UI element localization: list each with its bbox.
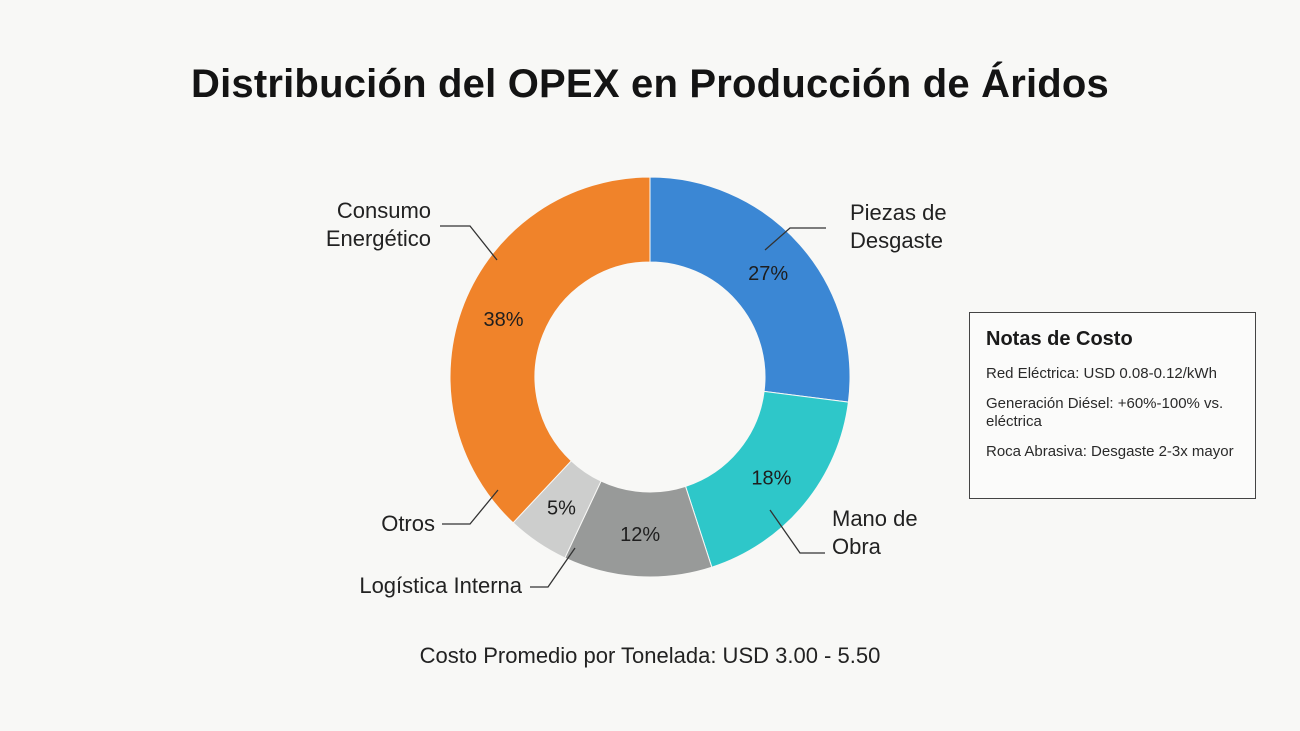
average-cost-footer: Costo Promedio por Tonelada: USD 3.00 - … (419, 643, 881, 668)
leader-line-otros (442, 489, 499, 525)
category-label-otros: Otros (381, 511, 435, 536)
leader-line-piezas-de-desgaste (764, 227, 826, 251)
category-label-mano-de-obra: Mano de (832, 506, 918, 531)
value-label-piezas-de-desgaste: 27% (748, 263, 788, 285)
slice-piezas-de-desgaste (649, 176, 851, 403)
slice-consumo-energetico (449, 176, 651, 524)
cost-notes-title: Notas de Costo (986, 328, 1133, 350)
leader-line-mano-de-obra (769, 509, 825, 554)
category-label-consumo-energetico: Energético (326, 226, 431, 251)
category-label-logistica-interna: Logística Interna (359, 573, 522, 598)
cost-notes-box: Notas de Costo Red Eléctrica: USD 0.08-0… (969, 312, 1256, 499)
cost-note-diesel: Generación Diésel: +60%-100% vs. eléctri… (986, 395, 1224, 430)
chart-title: Distribución del OPEX en Producción de Á… (190, 62, 1110, 106)
category-label-piezas-de-desgaste: Piezas de (850, 200, 947, 225)
value-label-consumo-energetico: 38% (484, 309, 524, 331)
value-label-mano-de-obra: 18% (751, 467, 791, 489)
category-label-mano-de-obra: Obra (832, 534, 882, 559)
leader-line-logistica-interna (530, 547, 576, 588)
leader-line-consumo-energetico (440, 225, 498, 261)
category-label-piezas-de-desgaste: Desgaste (850, 228, 943, 253)
value-label-logistica-interna: 12% (620, 524, 660, 546)
cost-note-abrasive: Roca Abrasiva: Desgaste 2-3x mayor (986, 443, 1234, 460)
category-label-consumo-energetico: Consumo (337, 198, 431, 223)
slice-mano-de-obra (684, 390, 849, 568)
value-label-otros: 5% (547, 497, 576, 519)
cost-note-electric: Red Eléctrica: USD 0.08-0.12/kWh (986, 365, 1217, 382)
